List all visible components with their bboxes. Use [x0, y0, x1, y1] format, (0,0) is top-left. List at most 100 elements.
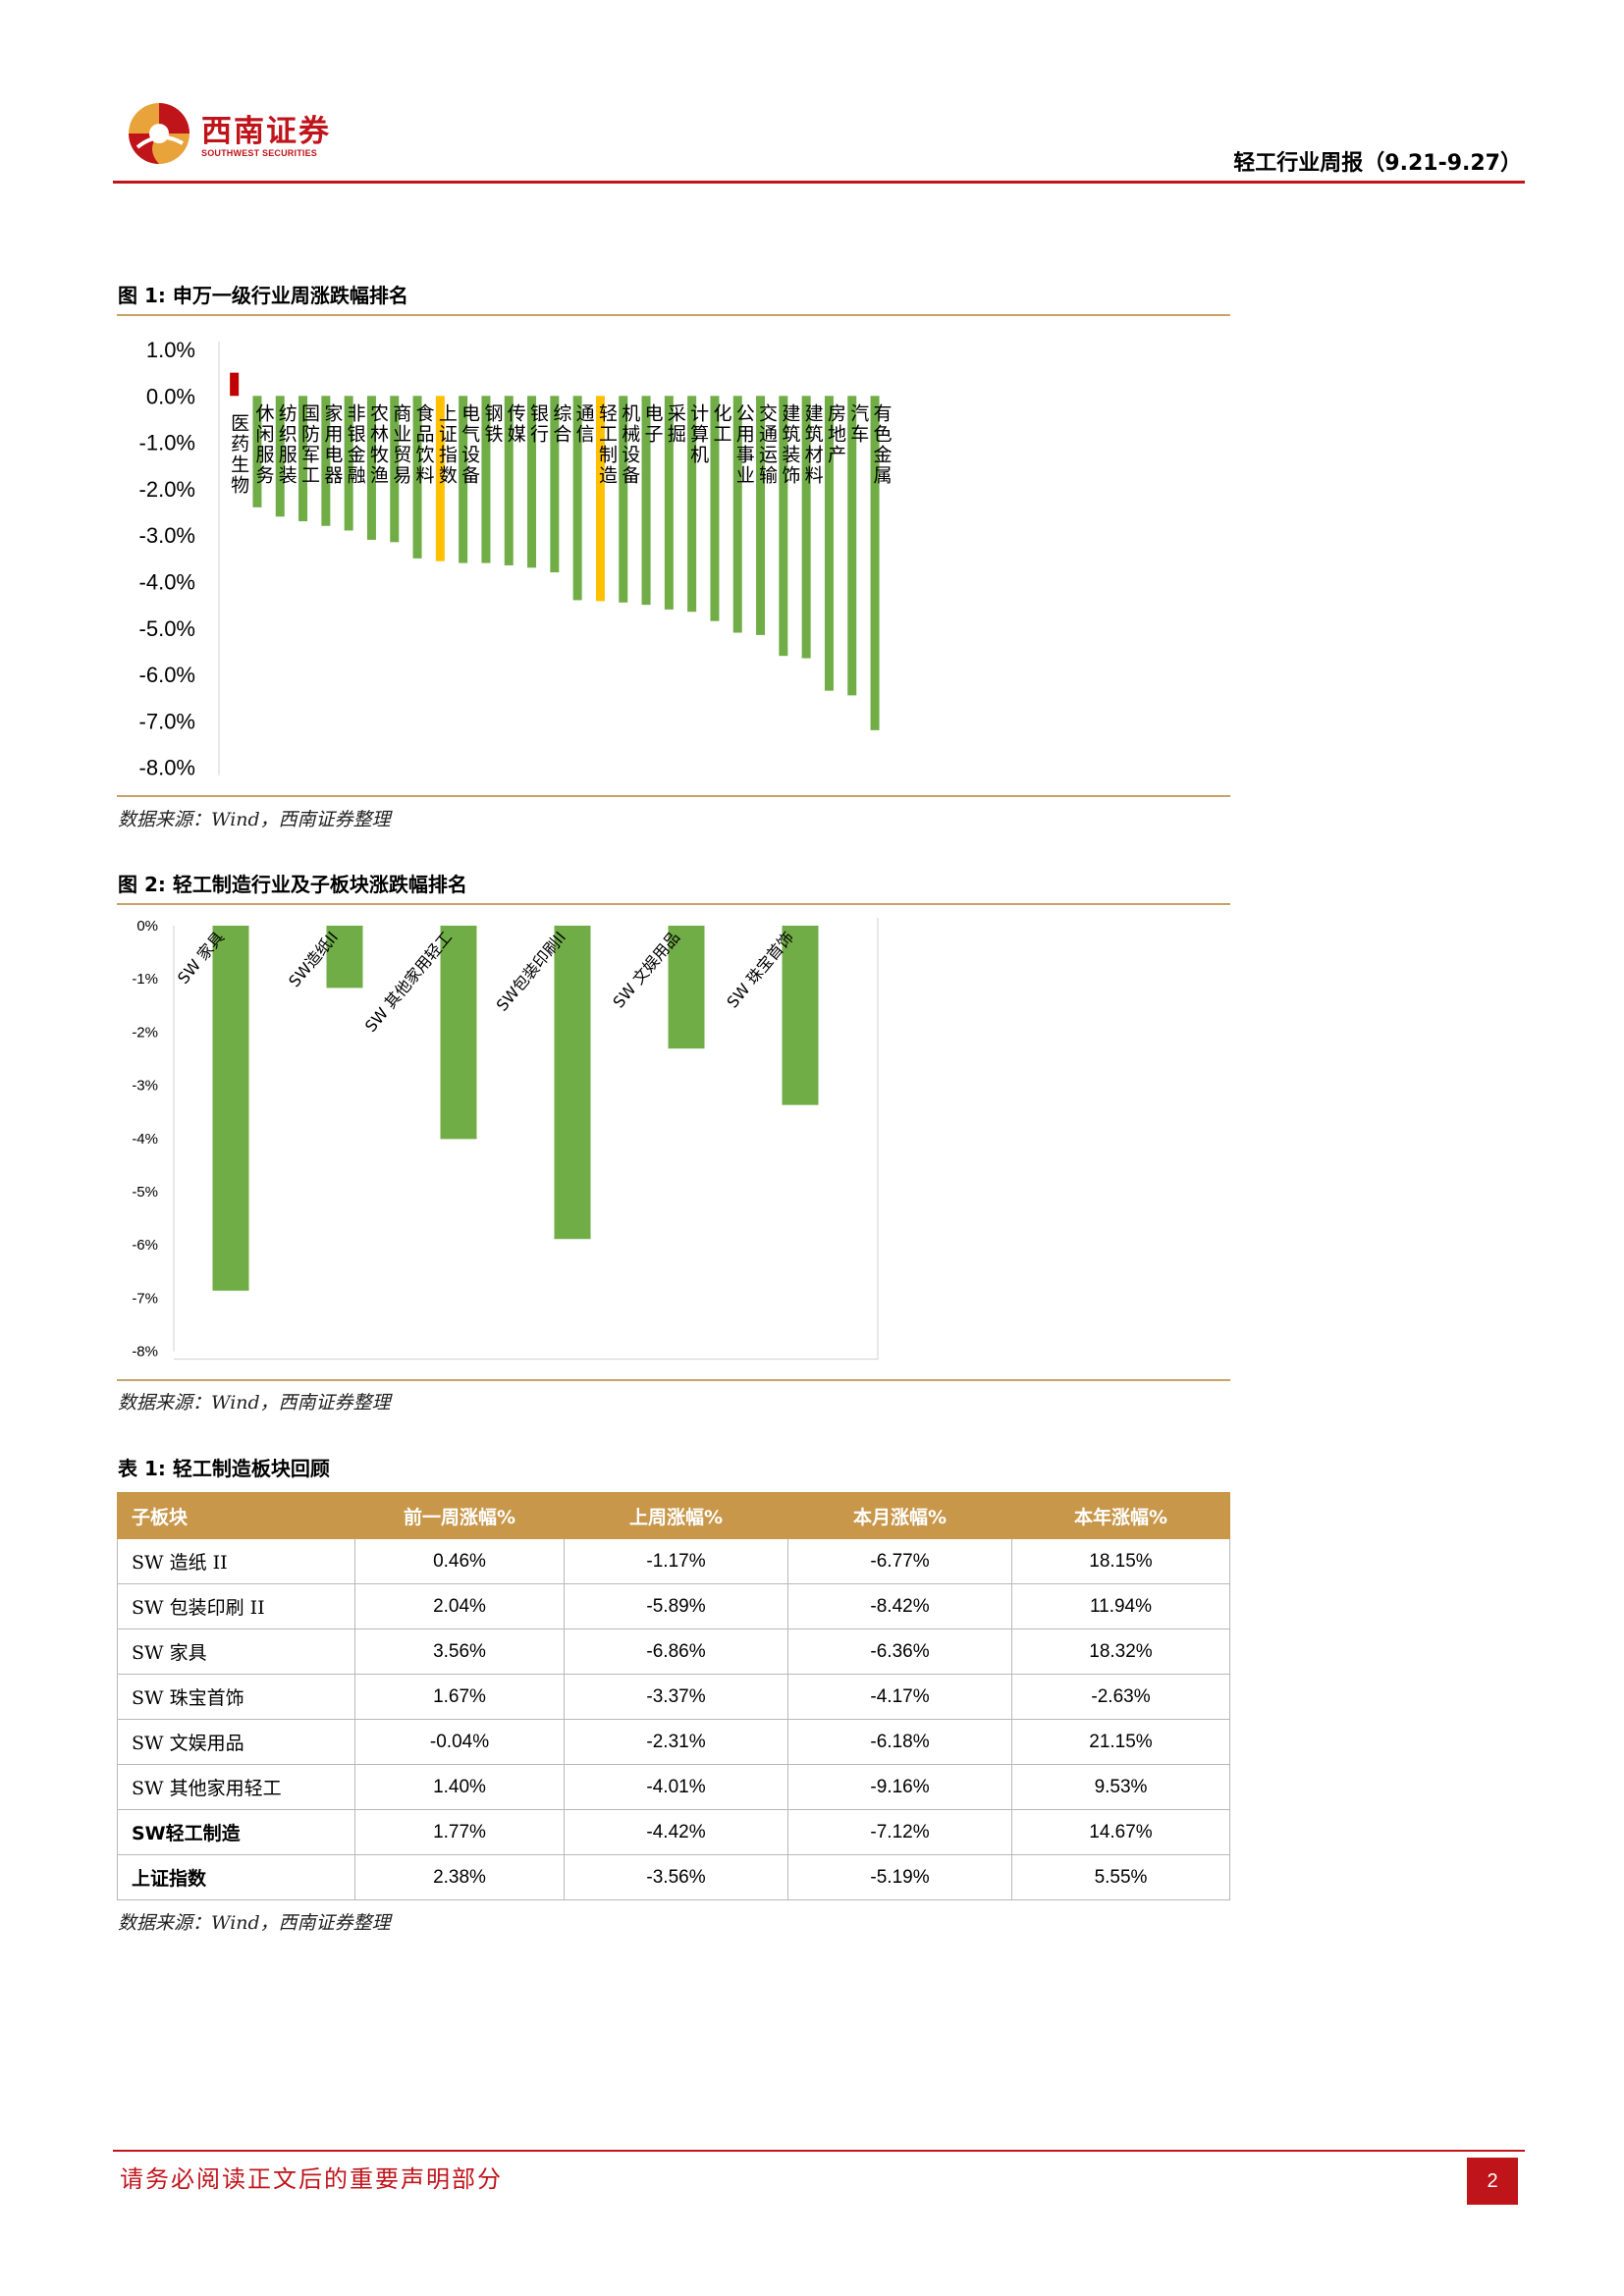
category-label-char: 工 [599, 423, 618, 445]
report-title: 轻工行业周报（9.21-9.27） [1233, 151, 1522, 176]
category-label-char: 休 [255, 402, 274, 424]
figure1-bottom-rule [117, 795, 1230, 797]
y-tick-label: -5.0% [139, 616, 195, 641]
bar [435, 396, 445, 561]
category-label-char: 媒 [508, 423, 526, 445]
bar [595, 396, 605, 602]
bar [870, 396, 880, 730]
category-label-group: 电气设备电气设备 [461, 402, 480, 486]
category-label-char: 防 [301, 423, 320, 445]
logo-chinese-name: 西南证券 [201, 114, 331, 149]
category-label-char: 料 [805, 464, 824, 486]
bar [664, 396, 674, 610]
category-label-char: 服 [255, 444, 274, 465]
category-label-char: 造 [599, 464, 618, 486]
table-cell: 1.77% [354, 1809, 565, 1855]
table-cell: 21.15% [1011, 1719, 1230, 1765]
table-header-row: 子板块 前一周涨幅% 上周涨幅% 本月涨幅% 本年涨幅% [117, 1492, 1230, 1539]
category-label-char: 设 [622, 444, 640, 465]
y-tick-label: 1.0% [146, 338, 195, 362]
category-label-char: 输 [759, 464, 778, 486]
category-label-char: 建 [805, 402, 824, 424]
category-label-group: 电子电子 [645, 402, 664, 445]
sector-review-table: 子板块 前一周涨幅% 上周涨幅% 本月涨幅% 本年涨幅% SW 造纸 II 0.4… [117, 1492, 1230, 1900]
category-label-char: 子 [645, 423, 664, 445]
category-label-group: 轻工制造轻工制造 [599, 402, 618, 486]
category-label-group: 非银金融非银金融 [348, 402, 366, 486]
table-row: SW 文娱用品 -0.04% -2.31% -6.18% 21.15% [117, 1719, 1230, 1765]
table-cell: 9.53% [1011, 1764, 1230, 1810]
bar [390, 396, 400, 543]
category-label-char: 掘 [668, 423, 686, 445]
category-label-char: 军 [301, 444, 320, 465]
category-label-group: 医药生物医药生物 [231, 412, 249, 496]
category-label-char: 建 [782, 402, 800, 424]
category-label-char: 化 [713, 402, 731, 424]
bar [782, 926, 819, 1105]
category-label-char: 合 [553, 423, 571, 445]
category-label-char: 属 [874, 464, 893, 486]
table-row-label: 上证指数 [117, 1854, 355, 1900]
category-label-char: 色 [874, 423, 893, 445]
category-label-char: 业 [736, 464, 755, 486]
category-label-char: 信 [576, 423, 595, 445]
category-label-char: 家 [324, 402, 343, 424]
category-label-char: 药 [231, 433, 249, 454]
category-label-char: 融 [348, 464, 366, 486]
category-label-char: 产 [828, 444, 846, 465]
category-label-char: 轻 [599, 402, 618, 424]
category-label-group: 交通运输交通运输 [759, 402, 778, 486]
y-tick-label: -8% [132, 1344, 158, 1361]
y-tick-label: -2.0% [139, 477, 195, 502]
table-row-label: SW轻工制造 [117, 1809, 355, 1855]
category-label-group: 传媒传媒 [508, 402, 526, 445]
y-tick-label: -3% [132, 1078, 158, 1095]
table-cell: 1.40% [354, 1764, 565, 1810]
category-label-char: 交 [759, 402, 778, 424]
figure2-source: 数据来源：Wind，西南证券整理 [118, 1392, 391, 1414]
category-label-char: 林 [370, 423, 389, 445]
y-tick-label: -7.0% [139, 709, 195, 733]
category-label-char: 备 [461, 464, 480, 486]
category-label-char: 通 [759, 423, 778, 445]
bar [641, 396, 651, 606]
table-row: SW 家具 3.56% -6.86% -6.36% 18.32% [117, 1629, 1230, 1675]
figure1-top-rule [117, 314, 1230, 316]
table-row: SW 造纸 II 0.46% -1.17% -6.77% 18.15% [117, 1538, 1230, 1584]
category-label-char: 钢 [484, 402, 503, 424]
y-tick-label: -4% [132, 1131, 158, 1148]
category-label-char: 银 [348, 423, 366, 445]
category-label-char: 服 [279, 444, 298, 465]
y-tick-label: 0% [136, 918, 158, 934]
table-cell: -3.37% [564, 1674, 788, 1720]
bar [252, 396, 262, 507]
table-cell: 2.04% [354, 1583, 565, 1629]
table-cell: -3.56% [564, 1854, 788, 1900]
table-row-label: SW 包装印刷 II [117, 1583, 355, 1629]
category-label-char: 易 [393, 464, 411, 486]
table-header-cell: 上周涨幅% [564, 1492, 788, 1539]
category-label-char: 品 [416, 423, 435, 445]
table-row: SW 其他家用轻工 1.40% -4.01% -9.16% 9.53% [117, 1764, 1230, 1810]
bar [321, 396, 331, 526]
category-label-char: 设 [461, 444, 480, 465]
category-label-char: 电 [461, 402, 480, 424]
bar [710, 396, 720, 621]
bar [212, 926, 249, 1291]
table-cell: -7.12% [787, 1809, 1012, 1855]
category-label-char: 物 [231, 474, 249, 496]
table-cell: -5.19% [787, 1854, 1012, 1900]
category-label-char: 材 [805, 444, 824, 465]
bar [504, 396, 514, 565]
category-label-group: 计算机计算机 [690, 402, 709, 465]
category-label-char: 械 [622, 423, 640, 445]
subsector-ranking-chart: 0%-1%-2%-3%-4%-5%-6%-7%-8%SW 家具 SW造纸II SW … [132, 918, 879, 1361]
category-label-char: 工 [301, 464, 320, 486]
category-label-group: 国防军工国防军工 [301, 402, 320, 486]
category-label-group: 综合综合 [553, 402, 571, 445]
category-label-group: 公用事业公用事业 [736, 402, 755, 486]
category-label-char: 算 [690, 423, 709, 445]
category-label-char: 饮 [416, 444, 435, 465]
category-label-char: 非 [348, 402, 366, 424]
category-label-char: 医 [231, 412, 249, 434]
